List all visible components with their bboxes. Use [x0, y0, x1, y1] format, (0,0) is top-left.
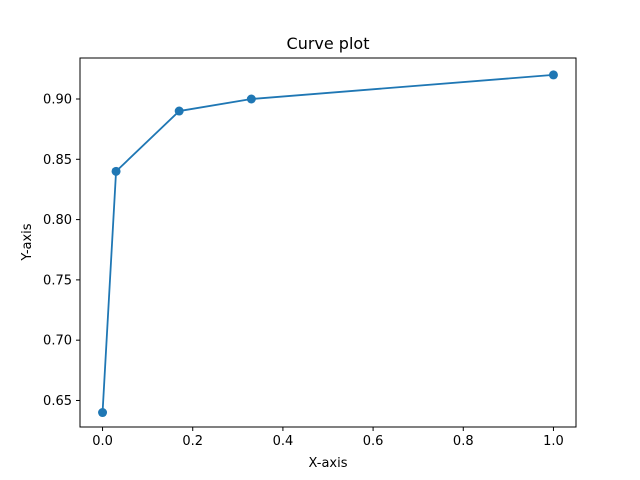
- y-tick-label: 0.65: [43, 394, 72, 409]
- data-point: [174, 106, 184, 116]
- y-tick-label: 0.80: [43, 213, 72, 228]
- chart-title: Curve plot: [287, 34, 370, 53]
- x-tick-label: 1.0: [543, 434, 564, 449]
- y-tick-label: 0.85: [43, 153, 72, 168]
- x-tick-label: 0.8: [453, 434, 474, 449]
- x-tick-label: 0.2: [182, 434, 203, 449]
- data-point: [548, 70, 558, 80]
- x-tick-label: 0.6: [363, 434, 384, 449]
- y-axis-label: Y-axis: [20, 223, 35, 261]
- y-tick-label: 0.90: [43, 93, 72, 108]
- x-axis: 0.0 0.2 0.4 0.6 0.8 1.0: [92, 427, 564, 449]
- y-tick-label: 0.70: [43, 334, 72, 349]
- y-tick-label: 0.75: [43, 273, 72, 288]
- plot-area: [79, 57, 577, 428]
- y-axis: 0.65 0.70 0.75 0.80 0.85 0.90: [43, 93, 80, 409]
- x-axis-label: X-axis: [309, 456, 348, 471]
- data-point: [98, 408, 108, 418]
- series-layer: [98, 70, 558, 418]
- x-tick-label: 0.0: [92, 434, 113, 449]
- data-point: [111, 166, 121, 176]
- x-tick-label: 0.4: [273, 434, 294, 449]
- data-point: [246, 94, 256, 104]
